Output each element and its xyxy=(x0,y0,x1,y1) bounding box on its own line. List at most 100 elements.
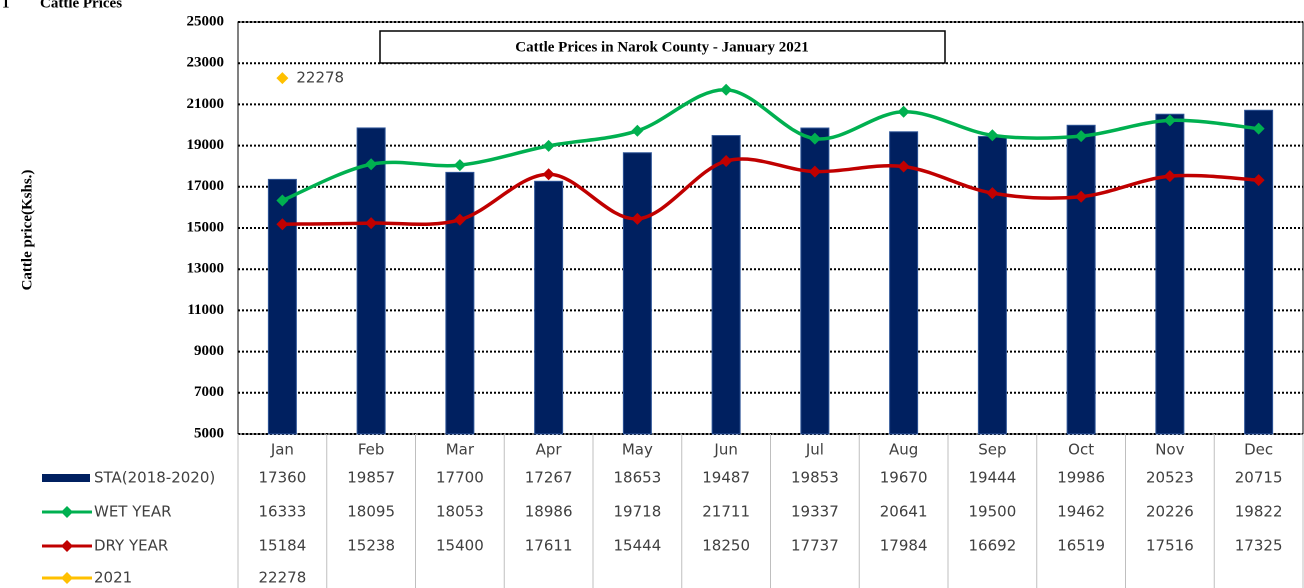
marker xyxy=(897,105,910,118)
table-value: 18653 xyxy=(614,469,662,487)
x-tick-label: Jul xyxy=(805,441,824,459)
marker xyxy=(986,187,999,200)
section-heading: Cattle Prices xyxy=(40,0,122,11)
x-tick-label: Jun xyxy=(713,441,737,459)
marker xyxy=(1075,130,1088,143)
bar xyxy=(977,135,1007,435)
marker xyxy=(631,212,644,225)
marker xyxy=(453,213,466,226)
x-tick-label: Sep xyxy=(978,441,1006,459)
table-value: 19670 xyxy=(880,469,928,487)
table-value: 17611 xyxy=(525,537,573,555)
table-value: 15444 xyxy=(614,537,662,555)
marker xyxy=(986,129,999,142)
table-value: 17360 xyxy=(259,469,307,487)
bar xyxy=(267,178,297,435)
table-value: 19337 xyxy=(791,503,839,521)
title-box xyxy=(379,30,946,64)
table-value: 21711 xyxy=(702,503,750,521)
marker xyxy=(365,217,378,230)
table-value: 19986 xyxy=(1057,469,1105,487)
table-value: 17984 xyxy=(880,537,928,555)
marker xyxy=(1163,114,1176,127)
table-value: 18986 xyxy=(525,503,573,521)
data-label: 22278 xyxy=(296,69,344,87)
table-value: 17700 xyxy=(436,469,484,487)
y-tick-label: 17000 xyxy=(187,178,225,194)
legend-label: 2021 xyxy=(94,569,132,587)
table-value: 19500 xyxy=(969,503,1017,521)
legend-label: DRY YEAR xyxy=(94,537,168,555)
bar xyxy=(445,171,475,435)
x-tick-label: Oct xyxy=(1068,441,1094,459)
marker xyxy=(720,83,733,96)
table-value: 19718 xyxy=(614,503,662,521)
bar xyxy=(711,135,741,435)
marker xyxy=(897,160,910,173)
y-tick-label: 21000 xyxy=(187,96,225,112)
y-tick-label: 5000 xyxy=(194,425,224,441)
legend-key xyxy=(42,474,90,482)
marker xyxy=(1163,170,1176,183)
bar xyxy=(1244,109,1274,435)
table-value: 15184 xyxy=(259,537,307,555)
x-tick-label: Dec xyxy=(1244,441,1273,459)
line xyxy=(282,157,1259,226)
bar xyxy=(356,127,386,435)
table-value: 18250 xyxy=(702,537,750,555)
marker xyxy=(1075,190,1088,203)
table-value: 16519 xyxy=(1057,537,1105,555)
table-value: 19822 xyxy=(1235,503,1283,521)
y-tick-label: 25000 xyxy=(187,13,225,29)
bar xyxy=(622,152,652,435)
x-tick-label: Apr xyxy=(536,441,563,459)
marker xyxy=(542,168,555,181)
table-value: 17267 xyxy=(525,469,573,487)
x-tick-label: Mar xyxy=(446,441,475,459)
marker xyxy=(808,132,821,145)
table-value: 20715 xyxy=(1235,469,1283,487)
table-value: 17737 xyxy=(791,537,839,555)
section-number: 1 xyxy=(2,0,10,11)
y-tick-label: 11000 xyxy=(187,302,224,318)
table-value: 18095 xyxy=(347,503,395,521)
marker xyxy=(276,72,289,85)
x-tick-label: May xyxy=(622,441,653,459)
table-value: 19857 xyxy=(347,469,395,487)
marker xyxy=(276,218,289,231)
table-value: 15400 xyxy=(436,537,484,555)
marker xyxy=(365,158,378,171)
y-tick-label: 23000 xyxy=(187,55,225,71)
marker xyxy=(808,165,821,178)
table-value: 19853 xyxy=(791,469,839,487)
table-value: 22278 xyxy=(259,569,307,587)
legend-label: WET YEAR xyxy=(94,503,172,521)
table-value: 17325 xyxy=(1235,537,1283,555)
marker xyxy=(453,159,466,172)
table-value: 19487 xyxy=(702,469,750,487)
table-value: 16692 xyxy=(969,537,1017,555)
y-axis-label: Cattle price(Kshs.) xyxy=(19,170,35,291)
table-value: 19462 xyxy=(1057,503,1105,521)
y-tick-label: 9000 xyxy=(194,343,224,359)
table-value: 15238 xyxy=(347,537,395,555)
y-tick-label: 7000 xyxy=(194,384,224,400)
marker xyxy=(276,194,289,207)
marker xyxy=(631,124,644,137)
y-tick-label: 19000 xyxy=(187,137,225,153)
x-tick-label: Feb xyxy=(358,441,385,459)
marker xyxy=(61,540,73,552)
bar xyxy=(1066,124,1096,435)
marker xyxy=(1252,122,1265,135)
table-value: 17516 xyxy=(1146,537,1194,555)
y-tick-label: 13000 xyxy=(187,261,225,277)
bar xyxy=(800,127,830,435)
bar xyxy=(889,131,919,435)
bar xyxy=(534,180,564,435)
marker xyxy=(542,139,555,152)
x-tick-label: Aug xyxy=(889,441,918,459)
marker xyxy=(61,572,73,584)
marker xyxy=(1252,174,1265,187)
x-tick-label: Nov xyxy=(1155,441,1184,459)
marker xyxy=(61,506,73,518)
